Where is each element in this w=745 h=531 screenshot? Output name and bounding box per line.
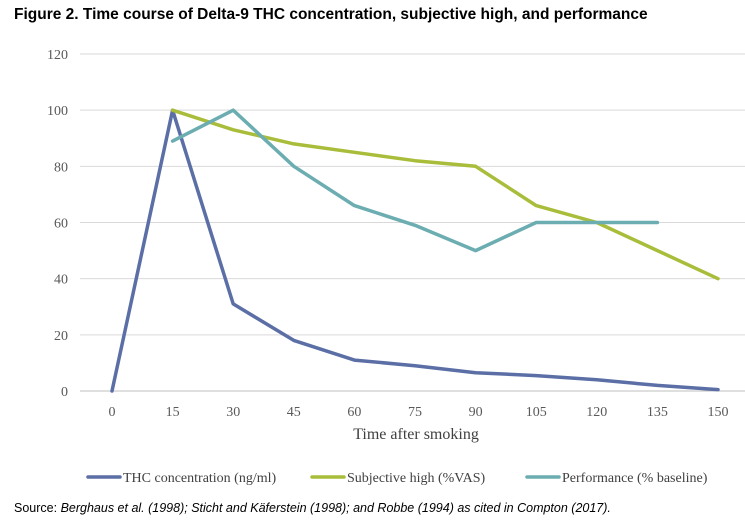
- x-tick-label: 135: [647, 405, 668, 420]
- y-axis-ticks: 0 20 40 60 80 100 120: [47, 48, 68, 400]
- x-tick-label: 60: [347, 405, 361, 420]
- y-tick-label: 120: [47, 48, 68, 63]
- source-text: Source:: [14, 501, 61, 515]
- series-lines: [110, 108, 720, 393]
- x-tick-label: 120: [586, 405, 607, 420]
- y-tick-label: 80: [54, 160, 68, 175]
- x-tick-label: 75: [408, 405, 422, 420]
- gridlines: [80, 53, 745, 336]
- x-tick-label: 90: [469, 405, 483, 420]
- x-tick-label: 15: [166, 405, 180, 420]
- figure-title: Figure 2. Time course of Delta-9 THC con…: [14, 6, 648, 23]
- legend-label: Performance (% baseline): [562, 471, 708, 486]
- x-tick-label: 30: [226, 405, 240, 420]
- series-line-2: [170, 108, 720, 281]
- y-tick-label: 100: [47, 104, 68, 119]
- x-tick-label: 105: [526, 405, 547, 420]
- legend-label: THC concentration (ng/ml): [123, 471, 277, 486]
- legend: THC concentration (ng/ml) Subjective high…: [86, 471, 708, 486]
- series-line-1: [110, 108, 720, 393]
- x-axis-title: Time after smoking: [353, 426, 479, 443]
- source-note: Source: Berghaus et al. (1998); Sticht a…: [14, 501, 611, 515]
- legend-label: Subjective high (%VAS): [347, 471, 486, 486]
- y-tick-label: 40: [54, 273, 68, 288]
- series-line-3: [170, 108, 660, 253]
- x-tick-label: 0: [109, 405, 116, 420]
- source-text: Berghaus et al. (1998); Sticht and Käfer…: [60, 501, 611, 515]
- x-tick-label: 45: [287, 405, 301, 420]
- y-tick-label: 60: [54, 217, 68, 232]
- y-tick-label: 0: [61, 385, 68, 400]
- x-axis-ticks: 0 15 30 45 60 75 90 105 120 135 150: [109, 405, 729, 420]
- y-tick-label: 20: [54, 329, 68, 344]
- x-tick-label: 150: [708, 405, 729, 420]
